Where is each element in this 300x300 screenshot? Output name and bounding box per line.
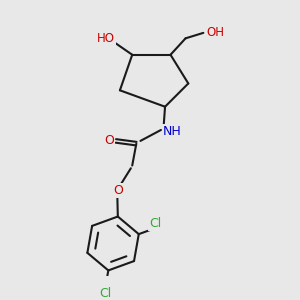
Text: O: O [113, 184, 123, 196]
Text: NH: NH [163, 125, 181, 138]
Text: Cl: Cl [149, 217, 161, 230]
Text: OH: OH [207, 26, 225, 39]
Text: O: O [105, 134, 115, 147]
Text: Cl: Cl [99, 287, 111, 300]
Text: HO: HO [97, 32, 115, 45]
